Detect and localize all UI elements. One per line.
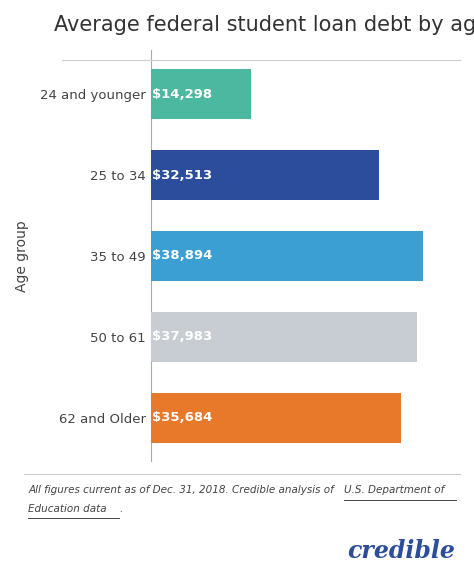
Bar (151, 393, 401, 443)
Bar (151, 231, 423, 281)
Text: $14,298: $14,298 (152, 88, 212, 100)
Bar (151, 312, 417, 362)
Text: $32,513: $32,513 (152, 169, 212, 181)
Bar (151, 69, 251, 119)
Text: $38,894: $38,894 (152, 250, 213, 262)
Title: Average federal student loan debt by age group: Average federal student loan debt by age… (54, 15, 474, 35)
Text: credible: credible (347, 538, 455, 563)
Text: Education data: Education data (28, 504, 107, 514)
Text: U.S. Department of: U.S. Department of (344, 485, 444, 495)
Y-axis label: Age group: Age group (15, 220, 29, 292)
Text: $37,983: $37,983 (152, 330, 212, 343)
Bar (151, 150, 379, 200)
Text: .: . (119, 504, 123, 514)
Text: All figures current as of Dec. 31, 2018. Credible analysis of: All figures current as of Dec. 31, 2018.… (28, 485, 337, 495)
Text: $35,684: $35,684 (152, 411, 213, 424)
